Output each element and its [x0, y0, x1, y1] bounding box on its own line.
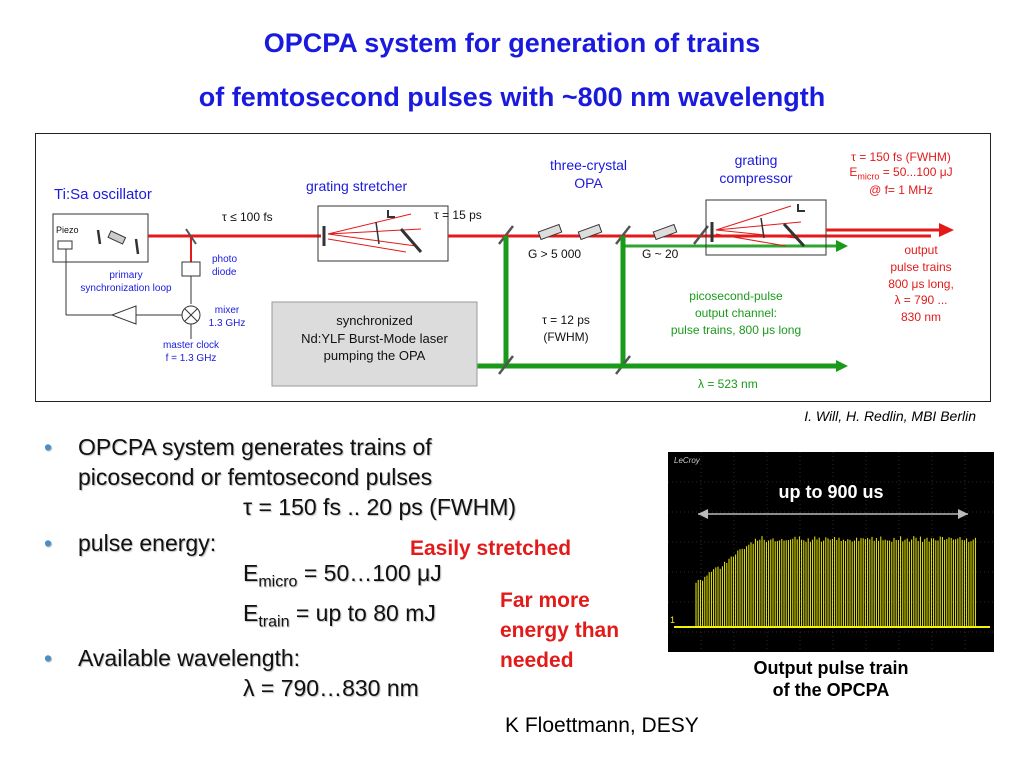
etrain-sub: train: [258, 613, 289, 630]
note-far-more-energy: Far more energy than needed: [500, 586, 619, 676]
fs-output-arrow: [939, 223, 954, 237]
note-easily-stretched: Easily stretched: [410, 537, 571, 561]
note-energy-line-3: needed: [500, 646, 619, 676]
loop-amplifier: [112, 306, 136, 324]
mixer-label: mixer 1.3 GHz: [202, 305, 252, 330]
duration-arrow-right: [958, 509, 968, 519]
pump-arrow: [836, 360, 848, 372]
compressor-label: grating compressor: [706, 152, 806, 187]
photo-diode-line-2: diode: [212, 267, 237, 280]
scope-caption-line-2: of the OPCPA: [668, 679, 994, 701]
fs-output-specs: τ = 150 fs (FWHM) Emicro = 50...100 μJ @…: [826, 150, 976, 198]
bullet-item-system: • OPCPA system generates trains of picos…: [40, 432, 600, 522]
tisa-crystal: [108, 231, 125, 244]
pump-wavelength-label: λ = 523 nm: [698, 377, 758, 392]
bullet-1-line-1: OPCPA system generates trains of: [78, 432, 600, 462]
bullet-dot-icon: •: [44, 432, 52, 462]
tau-oscillator-label: τ ≤ 100 fs: [222, 210, 273, 225]
opa-label-line-1: three-crystal: [531, 157, 646, 175]
oscilloscope-screenshot: LeCroy up to 900 us 1: [668, 452, 994, 652]
output-line-1: output: [866, 242, 976, 259]
gain-1-label: G > 5 000: [528, 247, 581, 262]
scope-brand: LeCroy: [674, 456, 700, 465]
output-line-5: 830 nm: [866, 309, 976, 326]
opa-label: three-crystal OPA: [531, 157, 646, 192]
mixer-line-1: mixer: [202, 305, 252, 318]
oscillator-label: Ti:Sa oscillator: [54, 186, 152, 205]
note-energy-line-2: energy than: [500, 616, 619, 646]
bullet-3-line-2: λ = 790…830 nm: [78, 673, 600, 703]
stretcher-label: grating stretcher: [306, 178, 407, 196]
diagram-credit: I. Will, H. Redlin, MBI Berlin: [804, 408, 976, 424]
tau-stretched-label: τ = 15 ps: [434, 208, 482, 223]
bullet-dot-icon: •: [44, 528, 52, 558]
gain-2-label: G ~ 20: [642, 247, 678, 262]
stretcher-rays: [328, 214, 421, 252]
compressor-roof-mirror: [798, 204, 805, 211]
compressor-rays: [716, 206, 801, 246]
tau-pump-label: τ = 12 ps (FWHM): [526, 312, 606, 346]
bullet-1-line-2: picosecond or femtosecond pulses: [78, 462, 600, 492]
photo-diode-label: photo diode: [212, 254, 237, 279]
master-clock-line-2: f = 1.3 GHz: [146, 353, 236, 366]
emicro-sub: micro: [258, 574, 297, 591]
oscillator-box: [53, 214, 148, 262]
ps-channel-line-2: output channel:: [646, 305, 826, 322]
duration-arrow-left: [698, 509, 708, 519]
pump-line-1: synchronized: [272, 312, 477, 330]
emicro-suffix: = 50…100 μJ: [297, 560, 441, 586]
primary-loop-line-1: primary: [66, 270, 186, 283]
slide-credit: K Floettmann, DESY: [505, 714, 699, 738]
primary-loop-label: primary synchronization loop: [66, 270, 186, 295]
slide-title-line-2: of femtosecond pulses with ~800 nm wavel…: [0, 82, 1024, 113]
opcpa-setup-diagram: Ti:Sa oscillator Piezo τ ≤ 100 fs gratin…: [35, 133, 991, 402]
note-energy-line-1: Far more: [500, 586, 619, 616]
scope-caption-line-1: Output pulse train: [668, 657, 994, 679]
scope-caption: Output pulse train of the OPCPA: [668, 657, 994, 701]
spec-line-2-suffix: = 50...100 μJ: [879, 165, 952, 179]
piezo-label: Piezo: [56, 225, 79, 236]
pump-line-2: Nd:YLF Burst-Mode laser: [272, 330, 477, 348]
scope-duration-label: up to 900 us: [668, 482, 994, 503]
spec-line-2-sub: micro: [857, 171, 879, 181]
compressor-label-line-1: grating: [706, 152, 806, 170]
master-clock-label: master clock f = 1.3 GHz: [146, 340, 236, 365]
scope-channel-marker: 1: [670, 615, 675, 625]
etrain-prefix: E: [243, 600, 258, 626]
output-line-4: λ = 790 ...: [866, 292, 976, 309]
stretcher-roof-mirror: [388, 210, 395, 217]
ps-channel-line-1: picosecond-pulse: [646, 288, 826, 305]
etrain-suffix: = up to 80 mJ: [289, 600, 435, 626]
spec-line-1: τ = 150 fs (FWHM): [826, 150, 976, 165]
output-line-3: 800 μs long,: [866, 276, 976, 293]
photo-diode-line-1: photo: [212, 254, 237, 267]
ps-channel-label: picosecond-pulse output channel: pulse t…: [646, 288, 826, 338]
stretcher-grating: [401, 229, 421, 252]
mixer-line-2: 1.3 GHz: [202, 318, 252, 331]
pump-laser-label: synchronized Nd:YLF Burst-Mode laser pum…: [272, 312, 477, 365]
tau-pump-line-2: (FWHM): [526, 329, 606, 346]
output-line-2: pulse trains: [866, 259, 976, 276]
opa-label-line-2: OPA: [531, 175, 646, 193]
output-pulse-trains-label: output pulse trains 800 μs long, λ = 790…: [866, 242, 976, 326]
spec-line-2: Emicro = 50...100 μJ: [826, 165, 976, 183]
bullet-1-line-3: τ = 150 fs .. 20 ps (FWHM): [78, 492, 600, 522]
piezo-element: [58, 241, 72, 249]
oscillator-mirror-2: [136, 239, 138, 254]
tau-pump-line-1: τ = 12 ps: [526, 312, 606, 329]
oscillator-mirror-1: [98, 230, 100, 244]
slide-title-line-1: OPCPA system for generation of trains: [0, 28, 1024, 59]
master-clock-line-1: master clock: [146, 340, 236, 353]
compressor-label-line-2: compressor: [706, 170, 806, 188]
ps-output-arrow: [836, 240, 848, 252]
ps-channel-line-3: pulse trains, 800 μs long: [646, 322, 826, 339]
pump-line-3: pumping the OPA: [272, 347, 477, 365]
primary-loop-line-2: synchronization loop: [66, 283, 186, 296]
emicro-prefix: E: [243, 560, 258, 586]
spec-line-3: @ f= 1 MHz: [826, 183, 976, 198]
bullet-dot-icon: •: [44, 643, 52, 673]
scope-pulse-train: [696, 536, 975, 627]
